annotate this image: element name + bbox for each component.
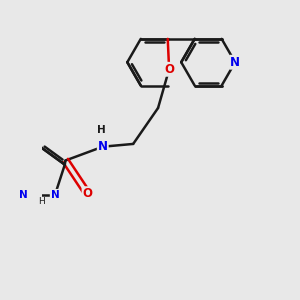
Text: O: O <box>82 187 93 200</box>
Text: H: H <box>97 125 106 135</box>
Text: O: O <box>164 63 174 76</box>
Text: N: N <box>51 190 59 200</box>
Text: N: N <box>19 190 28 200</box>
Text: H: H <box>38 197 45 206</box>
Text: N: N <box>98 140 108 153</box>
Text: N: N <box>230 56 240 69</box>
